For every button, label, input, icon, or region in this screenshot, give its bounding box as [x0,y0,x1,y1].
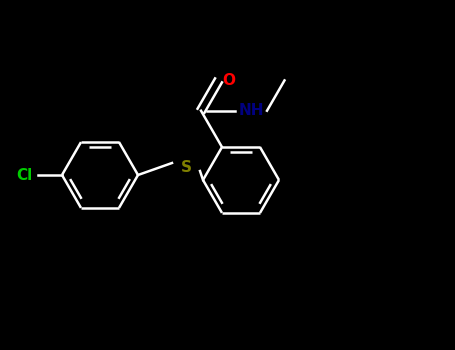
Text: NH: NH [238,103,264,118]
Text: O: O [222,73,235,88]
Text: Cl: Cl [16,168,32,182]
Text: S: S [181,160,192,175]
